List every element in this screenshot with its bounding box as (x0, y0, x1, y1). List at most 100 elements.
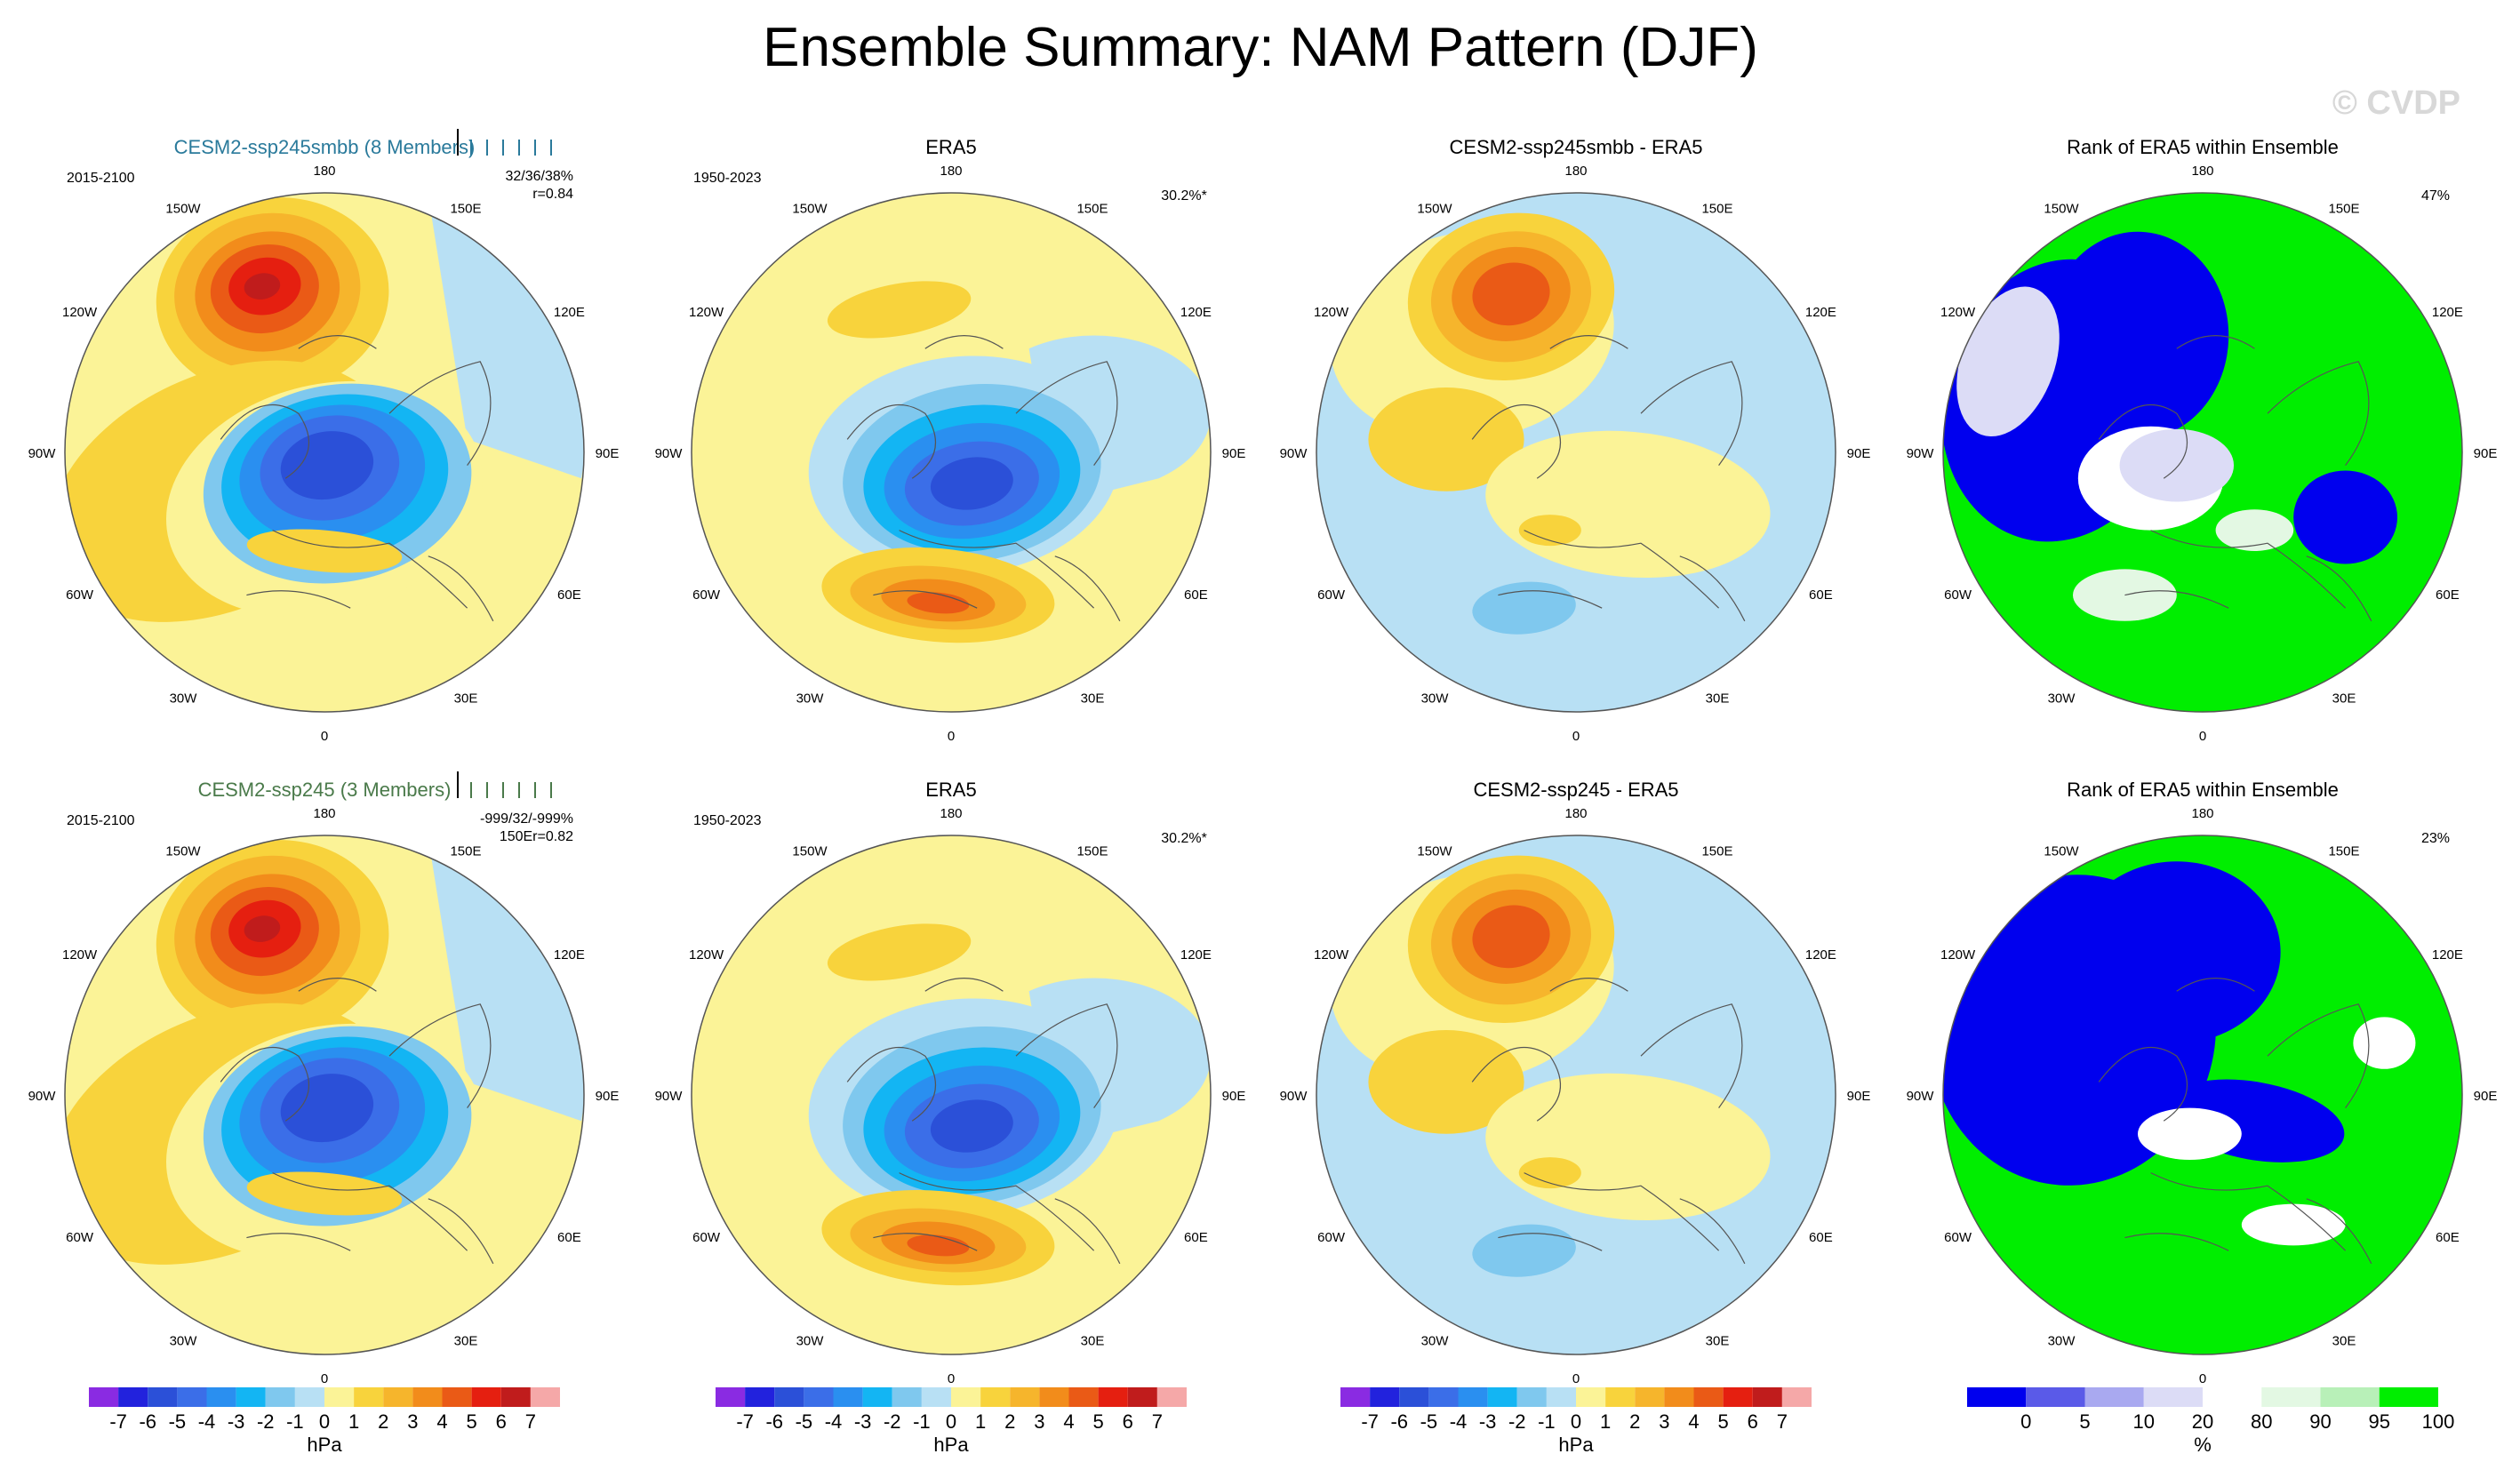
colorbar-tick-label: -1 (1538, 1410, 1556, 1433)
colorbar-tick-label: -7 (1361, 1410, 1379, 1433)
panel-period: 2015-2100 (67, 171, 135, 186)
longitude-label: 60W (66, 587, 94, 603)
longitude-label: 120E (1180, 305, 1212, 320)
coastline (272, 530, 468, 609)
colorbar-swatch (1098, 1387, 1128, 1407)
colorbar-tick-label: 5 (2079, 1410, 2090, 1433)
colorbar-swatch (471, 1387, 501, 1407)
colorbar-tick-label: 0 (946, 1410, 956, 1433)
longitude-label: 60E (1809, 1230, 1833, 1245)
longitude-label: 30W (796, 1333, 825, 1348)
rank-contour (1956, 286, 2060, 437)
colorbar-tick-label: 0 (319, 1410, 330, 1433)
coastline (298, 335, 377, 349)
colorbar-unit: hPa (1558, 1434, 1594, 1456)
coastline (2124, 590, 2229, 609)
colorbar-tick-label: 1 (348, 1410, 359, 1433)
panel-stats: -999/32/-999% (480, 811, 573, 827)
map-border (691, 835, 1212, 1355)
colorbar-swatch (716, 1387, 746, 1407)
longitude-label: 90W (655, 1089, 684, 1104)
colorbar-tick-label: 3 (1659, 1410, 1669, 1433)
colorbar-tick-label: -3 (1479, 1410, 1497, 1433)
light-blue-region (428, 837, 584, 1122)
longitude-label: 60W (1317, 587, 1346, 603)
longitude-label: 0 (948, 1371, 955, 1386)
longitude-label: 150W (165, 844, 201, 859)
coastline (846, 403, 937, 479)
panel-title: CESM2-ssp245 - ERA5 (1473, 779, 1678, 801)
colorbar-tick-label: 10 (2133, 1410, 2155, 1433)
coastline (1524, 530, 1720, 609)
longitude-label: 30E (1706, 691, 1730, 706)
colorbar-swatch (1156, 1387, 1187, 1407)
coastline (246, 590, 351, 609)
ens-contour (280, 1074, 374, 1143)
longitude-label: 150W (2044, 202, 2079, 217)
longitude-label: 90E (2474, 446, 2498, 461)
panel-8: 180 150E 120E 90E 60E 30E 0 30W 60W 90W 120W 150W Ra… (1907, 779, 2498, 1386)
colorbar-swatch (1752, 1387, 1782, 1407)
longitude-label: 120E (2432, 947, 2463, 963)
colorbar-tick-label: -5 (796, 1410, 813, 1433)
longitude-label: 30W (1421, 1333, 1450, 1348)
diff-contour (1472, 905, 1550, 969)
coastline (428, 555, 494, 622)
longitude-label: 60W (66, 1230, 94, 1245)
colorbar-tick-label: -1 (913, 1410, 931, 1433)
panel-title: ERA5 (925, 779, 976, 801)
coastline (428, 1198, 494, 1265)
cvdp-watermark: © CVDP (2332, 84, 2460, 122)
coastline (272, 1172, 468, 1251)
colorbar-swatch (1546, 1387, 1576, 1407)
coastline (220, 1046, 310, 1122)
colorbar-swatch (324, 1387, 355, 1407)
coastline (1498, 1233, 1603, 1251)
obs-contour (930, 1099, 1013, 1153)
colorbar-swatch (892, 1387, 922, 1407)
colorbar-tick-label: 5 (1718, 1410, 1729, 1433)
colorbar-swatch (1723, 1387, 1753, 1407)
longitude-label: 120W (1314, 947, 1349, 963)
longitude-label: 60E (1184, 1230, 1208, 1245)
diff-contour (1518, 1157, 1581, 1189)
colorbar-4: 0 5 10 20 80 90 95 100% (1967, 1387, 2454, 1456)
longitude-label: 180 (940, 806, 962, 821)
map-border (1316, 192, 1836, 713)
colorbar-swatch (921, 1387, 951, 1407)
rank-contour (2215, 509, 2294, 551)
colorbar-tick-label: -5 (169, 1410, 187, 1433)
diff-contour (1368, 387, 1524, 491)
longitude-label: 90E (1222, 446, 1246, 461)
coastline (899, 530, 1095, 609)
colorbar-tick-label: 7 (1152, 1410, 1163, 1433)
coastline (1549, 335, 1628, 349)
longitude-label: 30E (2332, 691, 2356, 706)
longitude-label: 120W (689, 305, 724, 320)
coastline (1524, 1172, 1720, 1251)
panel-title: CESM2-ssp245smbb - ERA5 (1450, 136, 1703, 158)
longitude-label: 90E (2474, 1089, 2498, 1104)
panel-title: Rank of ERA5 within Ensemble (2067, 136, 2339, 158)
longitude-label: 60W (1944, 1230, 1972, 1245)
longitude-label: 0 (2199, 1371, 2206, 1386)
longitude-label: 30E (454, 691, 478, 706)
longitude-label: 60E (2436, 1230, 2460, 1245)
colorbar-tick-label: 7 (525, 1410, 536, 1433)
coastline (2267, 361, 2370, 466)
colorbar-swatch (774, 1387, 804, 1407)
colorbar-swatch (1635, 1387, 1665, 1407)
panel-5: 180 150E 120E 90E 60E 30E 0 30W 60W 90W 120W 150W CE… (28, 771, 619, 1386)
colorbar-swatch (294, 1387, 324, 1407)
longitude-label: 30E (2332, 1333, 2356, 1348)
panel-percent: 30.2%* (1161, 831, 1207, 846)
longitude-label: 120W (1940, 305, 1976, 320)
longitude-label: 120E (2432, 305, 2463, 320)
colorbar-tick-label: 90 (2309, 1410, 2331, 1433)
colorbar-swatch (1127, 1387, 1157, 1407)
longitude-label: 0 (321, 729, 328, 744)
colorbar-swatch (1664, 1387, 1694, 1407)
longitude-label: 30W (170, 691, 198, 706)
longitude-label: 150W (1417, 844, 1452, 859)
diff-contour (1368, 1030, 1524, 1134)
